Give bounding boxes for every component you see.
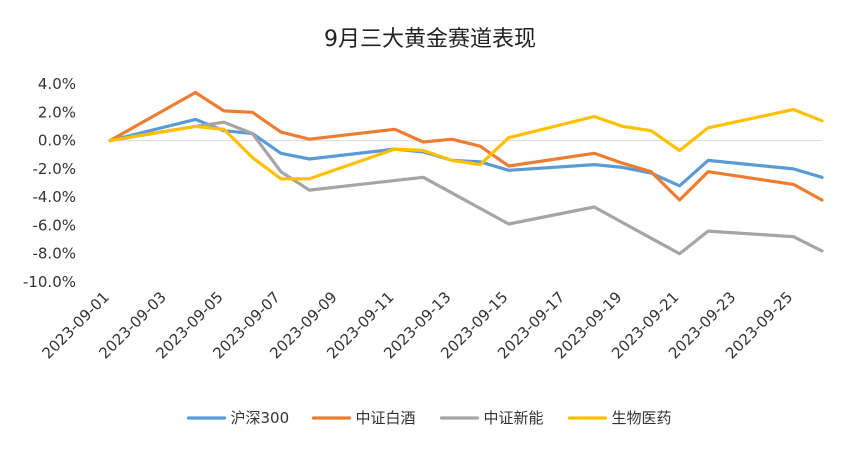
y-axis-ticks: 4.0% 2.0% 0.0% -2.0% -4.0% -6.0% -8.0% -10.0%: [23, 75, 76, 291]
series-lines: [108, 90, 824, 256]
legend-item: 中证白酒: [311, 409, 416, 427]
legend-label: 沪深300: [231, 409, 290, 427]
legend-label: 生物医药: [612, 409, 672, 427]
legend-item: 生物医药: [567, 409, 672, 427]
y-tick-label: -2.0%: [32, 160, 76, 178]
chart-title: 9月三大黄金赛道表现: [324, 27, 536, 52]
legend-label: 中证新能: [484, 409, 544, 427]
series-line-中证白酒: [108, 90, 824, 202]
y-tick-label: -10.0%: [23, 273, 76, 291]
x-axis-ticks: 2023-09-012023-09-032023-09-052023-09-07…: [38, 288, 796, 362]
y-tick-label: -8.0%: [32, 245, 76, 263]
y-tick-label: 0.0%: [38, 132, 76, 150]
y-tick-label: 4.0%: [38, 75, 76, 93]
y-tick-label: -4.0%: [32, 188, 76, 206]
series-line-中证新能: [108, 120, 824, 256]
legend-item: 中证新能: [439, 409, 544, 427]
legend-item: 沪深300: [186, 409, 290, 427]
series-line-生物医药: [108, 107, 824, 181]
legend-label: 中证白酒: [356, 409, 416, 427]
y-tick-label: -6.0%: [32, 216, 76, 234]
y-tick-label: 2.0%: [38, 103, 76, 121]
legend: 沪深300 中证白酒 中证新能 生物医药: [186, 409, 672, 427]
